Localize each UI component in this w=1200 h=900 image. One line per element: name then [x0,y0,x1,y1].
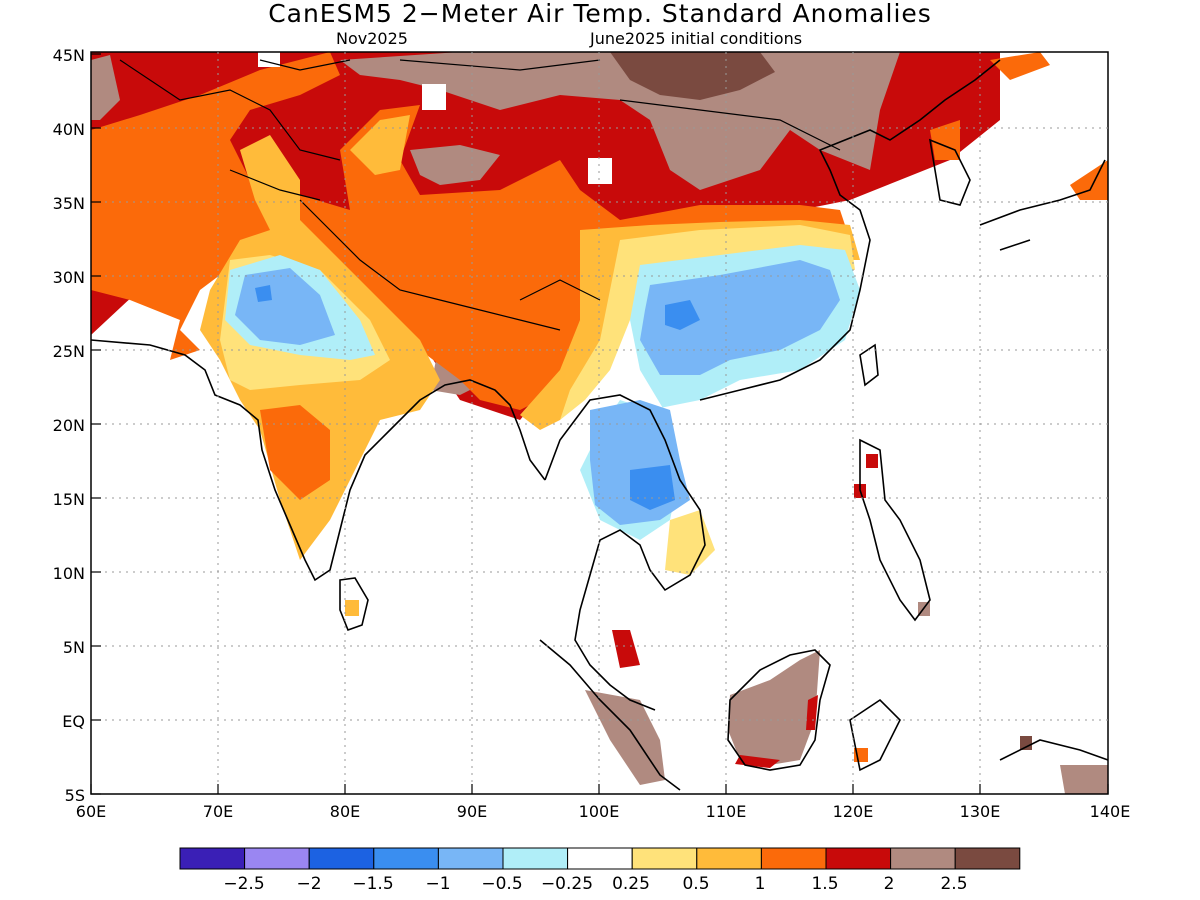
field-blue-india [255,285,272,302]
field-brown-mongolia [340,52,900,190]
lat-label: EQ [62,712,85,731]
colorbar-swatch [567,847,633,870]
field-yellow-china [560,225,855,420]
colorbar-swatch [954,847,1021,870]
colorbar-swatch [502,847,569,870]
init-conditions-label: June2025 initial conditions [590,29,803,48]
latitude-labels: 45N 40N 35N 30N 25N 20N 15N 10N 5N EQ 5S [53,46,85,805]
lon-label: 140E [1090,802,1131,821]
colorbar-label: 2.5 [940,874,967,894]
colorbar-swatch [890,847,956,870]
colorbar-label: 1 [755,874,766,894]
coastline-philippines [859,438,931,622]
valid-month-label: Nov2025 [336,29,408,48]
colorbar-swatch [179,847,246,870]
anomaly-fields [91,52,1108,794]
field-yellow-vietnam [665,510,715,575]
lat-label: 45N [53,46,85,65]
coastline-newguinea [999,739,1109,761]
colorbar-swatch [373,847,439,870]
longitude-labels: 60E 70E 80E 90E 100E 110E 120E 130E 140E [76,802,1131,821]
field-brown-borneo [728,650,820,765]
colorbar-swatch [244,847,310,870]
coastline-borneo [727,649,831,771]
field-red-orange-east [930,52,1108,200]
field-brown-sumatra [585,690,665,785]
colorbar-swatch [308,847,375,870]
field-brown-png [1060,765,1108,794]
map-title: CanESM5 2−Meter Air Temp. Standard Anoma… [268,0,932,28]
colorbar [179,847,1021,870]
field-light-blue-indochina [590,400,690,525]
field-light-blue-china [640,260,840,375]
lat-label: 15N [53,490,85,509]
colorbar-swatch [825,847,892,870]
field-red-borneo [735,695,818,768]
colorbar-label: 0.25 [612,874,650,894]
colorbar-swatch [437,847,504,870]
coastline-sulawesi [849,698,901,772]
field-red-philippines [866,454,878,468]
coastline-taiwan [859,343,879,387]
colorbar-label: −2 [296,874,321,894]
lon-label: 60E [76,802,106,821]
colorbar-label: −1 [425,874,450,894]
lon-label: 80E [330,802,360,821]
lat-label: 5S [65,786,85,805]
coastline-korea [928,138,971,206]
field-blue-indochina [630,465,675,510]
colorbar-label: −2.5 [223,874,264,894]
coastline-indochina [544,394,706,711]
field-red-orange-india [260,405,330,500]
border-lines [119,59,841,331]
coastline-srilanka [339,577,369,632]
coastline-china [699,59,1001,401]
field-dark-brown-mongolia [610,52,775,100]
lat-label: 30N [53,268,85,287]
axis-ticks [90,53,1109,795]
lon-label: 70E [203,802,233,821]
lat-label: 20N [53,416,85,435]
coastlines [90,59,1109,791]
field-dark-brown-png [1020,736,1032,750]
mask-white-3 [588,158,612,184]
field-orange-china [520,220,860,430]
lon-label: 130E [960,802,1001,821]
field-orange-srilanka [345,600,359,616]
colorbar-label: 1.5 [811,874,838,894]
colorbar-swatch [631,847,698,870]
lat-label: 40N [53,120,85,139]
lat-label: 5N [63,638,85,657]
coastline-sumatra [539,639,681,791]
field-red-orange-band [91,52,850,410]
colorbar-label: −0.5 [481,874,522,894]
lat-label: 35N [53,194,85,213]
field-brown-northwest [91,55,120,120]
coastline-india [90,339,546,582]
field-blue-china [665,300,700,330]
lat-label: 10N [53,564,85,583]
colorbar-labels: −2.5 −2 −1.5 −1 −0.5 −0.25 0.25 0.5 1 1.… [223,874,967,894]
lon-label: 110E [706,802,747,821]
coastline-japan [979,159,1106,251]
gridlines [91,52,1108,794]
lon-label: 100E [579,802,620,821]
mask-white-2 [422,84,446,110]
colorbar-label: −0.25 [541,874,593,894]
field-red-malaya [612,630,640,668]
colorbar-swatch [696,847,762,870]
lat-label: 25N [53,342,85,361]
colorbar-label: 0.5 [682,874,709,894]
field-orange-ridge [240,115,410,240]
lon-label: 90E [457,802,487,821]
colorbar-label: 2 [884,874,895,894]
colorbar-swatch [760,847,827,870]
colorbar-label: −1.5 [352,874,393,894]
lon-label: 120E [833,802,874,821]
field-brown-center [410,145,500,185]
